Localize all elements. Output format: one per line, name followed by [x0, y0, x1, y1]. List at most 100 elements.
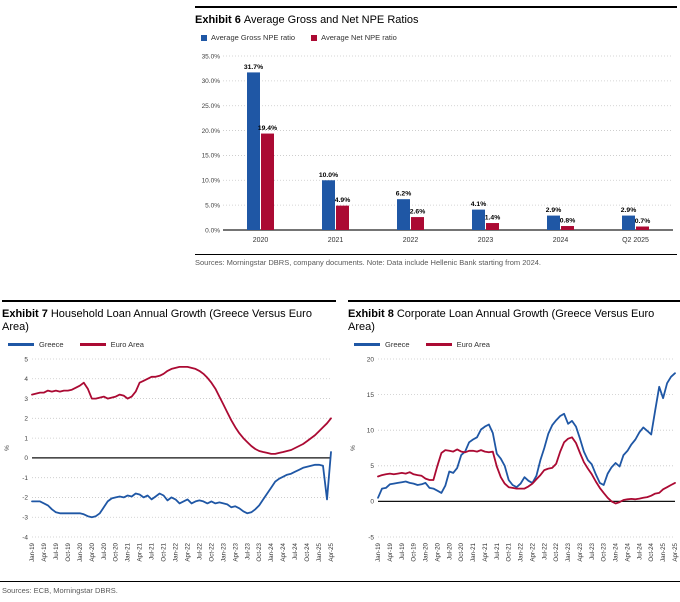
exhibit8-title-label: Exhibit 8 — [348, 308, 394, 320]
svg-text:Jan-25: Jan-25 — [316, 542, 323, 561]
svg-text:Apr-25: Apr-25 — [328, 542, 335, 561]
svg-text:-3: -3 — [22, 515, 28, 522]
svg-text:Oct-20: Oct-20 — [113, 542, 120, 561]
svg-text:Apr-21: Apr-21 — [482, 542, 489, 561]
svg-text:Oct-21: Oct-21 — [506, 542, 513, 561]
svg-text:Jul-23: Jul-23 — [589, 542, 596, 559]
svg-text:Jan-20: Jan-20 — [423, 542, 430, 561]
svg-text:30.0%: 30.0% — [202, 78, 221, 85]
svg-text:15.0%: 15.0% — [202, 153, 221, 160]
legend-label-euroarea-corp: Euro Area — [456, 340, 490, 349]
greece-line-swatch-icon — [354, 343, 380, 346]
svg-text:Jul-19: Jul-19 — [399, 542, 406, 559]
exhibit6-source-text: Sources: Morningstar DBRS, company docum… — [195, 258, 541, 267]
exhibit6-legend: Average Gross NPE ratio Average Net NPE … — [201, 33, 677, 42]
svg-text:Oct-20: Oct-20 — [458, 542, 465, 561]
svg-text:Oct-22: Oct-22 — [553, 542, 560, 561]
svg-text:Jan-20: Jan-20 — [77, 542, 84, 561]
svg-text:Jan-25: Jan-25 — [660, 542, 667, 561]
svg-text:Jul-19: Jul-19 — [53, 542, 60, 559]
svg-text:0.8%: 0.8% — [560, 218, 576, 225]
svg-text:-4: -4 — [22, 534, 28, 541]
legend-label-euroarea-hh: Euro Area — [110, 340, 144, 349]
svg-text:0.7%: 0.7% — [635, 218, 651, 225]
svg-text:0: 0 — [370, 499, 374, 506]
legend-item-euroarea-hh: Euro Area — [79, 340, 144, 349]
legend-item-greece-corp: Greece — [354, 340, 410, 349]
legend-item-net-npe: Average Net NPE ratio — [311, 33, 397, 42]
svg-text:Apr-24: Apr-24 — [280, 542, 287, 561]
svg-text:Apr-20: Apr-20 — [89, 542, 96, 561]
svg-text:10.0%: 10.0% — [319, 172, 338, 179]
svg-text:Jul-24: Jul-24 — [636, 542, 643, 559]
svg-text:-5: -5 — [368, 534, 374, 541]
svg-text:0: 0 — [24, 455, 28, 462]
svg-text:31.7%: 31.7% — [244, 64, 263, 71]
svg-text:Jul-24: Jul-24 — [292, 542, 299, 559]
legend-label-greece-corp: Greece — [385, 340, 410, 349]
svg-text:25.0%: 25.0% — [202, 103, 221, 110]
exhibit7-title-label: Exhibit 7 — [2, 308, 48, 320]
svg-text:20.0%: 20.0% — [202, 128, 221, 135]
exhibit6-top-rule — [195, 6, 677, 8]
svg-text:4.1%: 4.1% — [471, 201, 487, 208]
legend-item-greece-hh: Greece — [8, 340, 64, 349]
exhibit7-legend: Greece Euro Area — [8, 340, 336, 349]
svg-text:2024: 2024 — [553, 237, 569, 244]
svg-text:Apr-20: Apr-20 — [434, 542, 441, 561]
exhibit6-title: Exhibit 6 Average Gross and Net NPE Ratio… — [195, 14, 677, 27]
corporate-line-chart: 20 15 10 5 0 -5% Jan-19 Apr-19 Jul-19 Oct-19 Jan-2… — [350, 356, 679, 562]
svg-text:Jan-21: Jan-21 — [470, 542, 477, 561]
svg-text:Jan-23: Jan-23 — [565, 542, 572, 561]
footer-rule — [0, 581, 680, 582]
svg-text:Jul-21: Jul-21 — [149, 542, 156, 559]
exhibit7-top-rule — [2, 300, 336, 302]
svg-text:15: 15 — [367, 392, 375, 399]
svg-text:Apr-25: Apr-25 — [672, 542, 679, 561]
svg-text:Apr-22: Apr-22 — [529, 542, 536, 561]
legend-label-gross-npe: Average Gross NPE ratio — [211, 33, 296, 42]
gross-npe-swatch-icon — [201, 34, 207, 41]
svg-text:Jan-19: Jan-19 — [375, 542, 382, 561]
svg-text:Oct-19: Oct-19 — [65, 542, 72, 561]
exhibit8-legend: Greece Euro Area — [354, 340, 680, 349]
exhibit8-title: Exhibit 8 Corporate Loan Annual Growth (G… — [348, 308, 680, 334]
svg-text:Apr-19: Apr-19 — [387, 542, 394, 561]
svg-text:5: 5 — [370, 463, 374, 470]
svg-text:1: 1 — [24, 435, 28, 442]
svg-text:Jan-21: Jan-21 — [125, 542, 132, 561]
greece-line-swatch-icon — [8, 343, 34, 346]
legend-label-greece-hh: Greece — [39, 340, 64, 349]
svg-text:Apr-24: Apr-24 — [624, 542, 631, 561]
svg-text:Oct-21: Oct-21 — [161, 542, 168, 561]
exhibit6-section: Exhibit 6 Average Gross and Net NPE Ratio… — [195, 6, 677, 267]
svg-text:Oct-24: Oct-24 — [304, 542, 311, 561]
svg-text:2020: 2020 — [253, 237, 269, 244]
svg-text:%: % — [4, 445, 11, 451]
svg-text:4.9%: 4.9% — [335, 197, 351, 204]
svg-text:Jul-22: Jul-22 — [196, 542, 203, 559]
svg-text:0.0%: 0.0% — [205, 227, 220, 234]
svg-text:1.4%: 1.4% — [485, 215, 501, 222]
svg-text:-1: -1 — [22, 475, 28, 482]
svg-text:-2: -2 — [22, 495, 28, 502]
svg-text:%: % — [350, 445, 357, 451]
legend-item-gross-npe: Average Gross NPE ratio — [201, 33, 295, 42]
svg-text:Apr-21: Apr-21 — [137, 542, 144, 561]
svg-text:5: 5 — [24, 356, 28, 363]
svg-text:Apr-23: Apr-23 — [577, 542, 584, 561]
npe-bar-chart: 0.0% 5.0% 10.0% 15.0% 20.0% 25.0% 30.0% 35.0% 31… — [202, 53, 673, 244]
svg-text:Jan-24: Jan-24 — [613, 542, 620, 561]
svg-text:Jan-24: Jan-24 — [268, 542, 275, 561]
svg-text:Jan-22: Jan-22 — [518, 542, 525, 561]
footer-source-text: Sources: ECB, Morningstar DBRS. — [2, 586, 118, 595]
svg-text:2: 2 — [24, 416, 28, 423]
svg-text:2023: 2023 — [478, 237, 494, 244]
svg-text:Jul-23: Jul-23 — [244, 542, 251, 559]
svg-text:Jul-20: Jul-20 — [446, 542, 453, 559]
svg-text:6.2%: 6.2% — [396, 191, 412, 198]
svg-text:Apr-19: Apr-19 — [41, 542, 48, 561]
svg-text:Oct-22: Oct-22 — [208, 542, 215, 561]
svg-text:4: 4 — [24, 376, 28, 383]
